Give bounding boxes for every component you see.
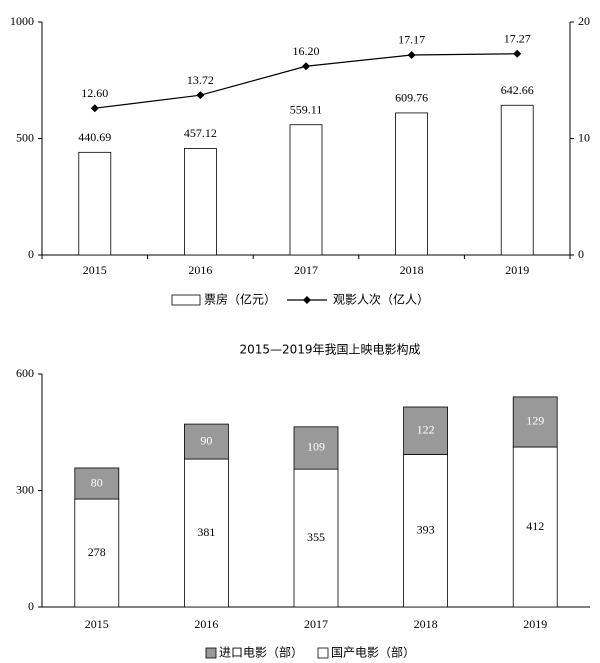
y-tick-label: 0 bbox=[28, 599, 34, 613]
bar-value-label: 278 bbox=[88, 545, 106, 559]
bar-value-label: 412 bbox=[526, 519, 544, 533]
legend-swatch bbox=[205, 647, 217, 659]
y-tick-label: 1000 bbox=[10, 14, 34, 28]
line-marker bbox=[407, 50, 416, 59]
legend-label: 国产电影（部） bbox=[331, 645, 415, 660]
line-value-label: 17.17 bbox=[398, 33, 425, 47]
bar-value-label: 440.69 bbox=[78, 130, 111, 144]
bar-value-label: 393 bbox=[417, 522, 435, 536]
x-tick-label: 2015 bbox=[85, 617, 109, 631]
bar-value-label: 80 bbox=[91, 475, 103, 489]
bar-value-label: 109 bbox=[307, 440, 325, 454]
line-value-label: 12.60 bbox=[81, 86, 108, 100]
x-tick-label: 2017 bbox=[304, 617, 328, 631]
bar-value-label: 642.66 bbox=[501, 83, 534, 97]
bar bbox=[500, 104, 534, 256]
line-marker bbox=[513, 49, 522, 58]
bar-segment bbox=[512, 396, 558, 448]
line-marker bbox=[90, 104, 99, 113]
bar-segment bbox=[74, 498, 120, 608]
line-marker bbox=[302, 62, 310, 71]
bar-segment bbox=[183, 423, 229, 460]
bar-segment bbox=[512, 446, 558, 608]
x-tick-label: 2019 bbox=[523, 617, 547, 631]
x-tick-label: 2018 bbox=[400, 263, 424, 277]
line-value-label: 13.72 bbox=[187, 73, 214, 87]
bar-segment bbox=[293, 468, 339, 608]
legend-label: 票房（亿元） bbox=[204, 292, 276, 307]
bar-segment bbox=[403, 406, 449, 455]
x-tick-label: 2018 bbox=[414, 617, 438, 631]
legend-label: 进口电影（部） bbox=[219, 645, 303, 660]
bar-segment bbox=[403, 453, 449, 608]
chart-title: 2015—2019年我国上映电影构成 bbox=[239, 342, 420, 357]
bar-value-label: 129 bbox=[526, 414, 544, 428]
bar-segment bbox=[74, 467, 120, 500]
y-tick-label: 500 bbox=[16, 130, 34, 144]
bar-value-label: 355 bbox=[307, 530, 325, 544]
bar-segment bbox=[293, 426, 339, 470]
x-tick-label: 2015 bbox=[83, 263, 107, 277]
y-tick-label: 300 bbox=[16, 482, 34, 496]
line-marker bbox=[196, 91, 205, 100]
bar-value-label: 90 bbox=[200, 433, 212, 447]
y-tick-label: 600 bbox=[16, 366, 34, 380]
line-value-label: 16.20 bbox=[293, 44, 320, 58]
legend-swatch bbox=[317, 647, 329, 659]
bar bbox=[289, 124, 323, 256]
bar-value-label: 559.11 bbox=[290, 102, 323, 116]
line-value-label: 17.27 bbox=[504, 32, 531, 46]
bar-value-label: 609.76 bbox=[395, 91, 428, 105]
y2-tick-label: 10 bbox=[578, 130, 590, 144]
bar-value-label: 381 bbox=[197, 525, 215, 539]
bar-value-label: 457.12 bbox=[184, 126, 217, 140]
x-tick-label: 2017 bbox=[294, 263, 318, 277]
legend-label: 观影人次（亿人） bbox=[333, 292, 429, 307]
y2-tick-label: 0 bbox=[578, 247, 584, 261]
bar bbox=[395, 112, 429, 256]
bar-value-label: 122 bbox=[417, 422, 435, 436]
legend-swatch bbox=[171, 294, 201, 306]
bar bbox=[183, 148, 217, 256]
bar bbox=[78, 151, 112, 256]
x-tick-label: 2019 bbox=[505, 263, 529, 277]
line bbox=[94, 53, 518, 109]
legend-marker bbox=[303, 296, 311, 304]
y-tick-label: 0 bbox=[28, 247, 34, 261]
x-tick-label: 2016 bbox=[194, 617, 218, 631]
y2-tick-label: 20 bbox=[578, 14, 590, 28]
x-tick-label: 2016 bbox=[188, 263, 212, 277]
